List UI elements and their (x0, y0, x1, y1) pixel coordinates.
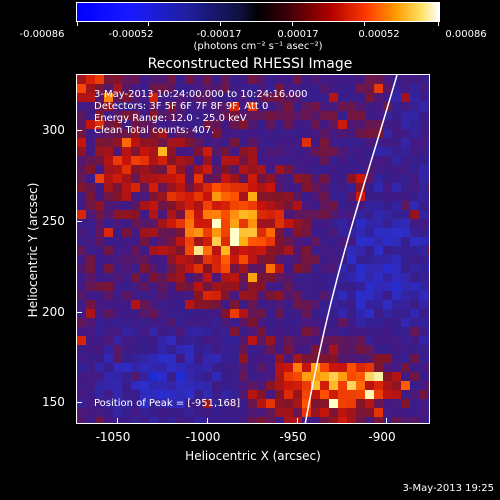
colorbar-tick (220, 22, 221, 26)
y-tick-label: 250 (42, 214, 65, 228)
peak-position: Position of Peak = [-951,168] (94, 398, 241, 409)
colorbar-label: -0.00052 (108, 29, 154, 40)
colorbar-label: 0.00086 (445, 29, 487, 40)
info-detectors: Detectors: 3F 5F 6F 7F 8F 9F, Att 0 (94, 101, 269, 112)
x-tick-label: -1000 (185, 430, 221, 444)
info-clean-counts: Clean Total counts: 407. (94, 125, 215, 136)
x-axis-title: Heliocentric X (arcsec) (185, 449, 321, 463)
x-tick (207, 418, 208, 424)
y-tick-label: 300 (42, 123, 65, 137)
x-tick-label: -900 (368, 430, 396, 444)
solar-limb (304, 75, 398, 423)
image-title: Reconstructed RHESSI Image (147, 56, 353, 72)
x-tick-label: -950 (279, 430, 307, 444)
colorbar-label: 0.00017 (277, 29, 319, 40)
info-time-range: 3-May-2013 10:24:00.000 to 10:24:16.000 (94, 89, 308, 100)
colorbar (76, 2, 440, 22)
colorbar-label: -0.00017 (196, 29, 242, 40)
colorbar-label: 0.00052 (358, 29, 400, 40)
x-tick (297, 418, 298, 424)
x-tick (117, 418, 118, 424)
colorbar-tick (77, 22, 78, 26)
colorbar-tick (148, 22, 149, 26)
y-tick (76, 130, 82, 131)
colorbar-tick (292, 22, 293, 26)
colorbar-tick (364, 22, 365, 26)
colorbar-tick (438, 22, 439, 26)
y-tick (76, 221, 82, 222)
y-tick-label: 200 (42, 305, 65, 319)
y-axis-title: Heliocentric Y (arcsec) (26, 182, 40, 318)
colorbar-unit: (photons cm⁻² s⁻¹ asec⁻²) (193, 41, 323, 52)
x-tick-label: -1050 (95, 430, 131, 444)
x-tick (386, 418, 387, 424)
y-tick (76, 402, 82, 403)
y-tick-label: 150 (42, 395, 65, 409)
info-energy-range: Energy Range: 12.0 - 25.0 keV (94, 113, 247, 124)
timestamp: 3-May-2013 19:25 (402, 483, 494, 494)
y-tick (76, 312, 82, 313)
flux-map (77, 75, 429, 423)
colorbar-label: -0.00086 (19, 29, 65, 40)
image-plot-area (76, 74, 430, 424)
